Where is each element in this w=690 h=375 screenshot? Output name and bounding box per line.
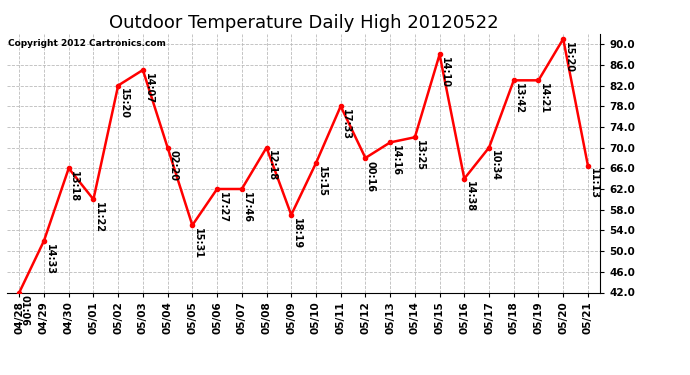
Text: 13:18: 13:18 bbox=[69, 171, 79, 202]
Text: 11:13: 11:13 bbox=[589, 168, 598, 200]
Text: 00:16: 00:16 bbox=[366, 161, 376, 192]
Text: 02:20: 02:20 bbox=[168, 150, 178, 182]
Text: 10:34: 10:34 bbox=[490, 150, 500, 182]
Text: 14:21: 14:21 bbox=[539, 83, 549, 114]
Text: 14:16: 14:16 bbox=[391, 145, 401, 176]
Text: 01:06: 01:06 bbox=[20, 295, 30, 326]
Text: 13:42: 13:42 bbox=[514, 83, 524, 114]
Text: 14:07: 14:07 bbox=[144, 73, 153, 104]
Text: 14:33: 14:33 bbox=[45, 243, 55, 274]
Text: 17:27: 17:27 bbox=[217, 192, 228, 223]
Text: 14:38: 14:38 bbox=[465, 182, 475, 213]
Text: 15:15: 15:15 bbox=[317, 166, 326, 197]
Text: 11:22: 11:22 bbox=[94, 202, 104, 233]
Text: 12:18: 12:18 bbox=[267, 150, 277, 182]
Text: 15:20: 15:20 bbox=[564, 42, 574, 73]
Text: 17:33: 17:33 bbox=[342, 109, 351, 140]
Text: 13:25: 13:25 bbox=[415, 140, 426, 171]
Text: Copyright 2012 Cartronics.com: Copyright 2012 Cartronics.com bbox=[8, 39, 166, 48]
Text: 18:19: 18:19 bbox=[292, 217, 302, 249]
Title: Outdoor Temperature Daily High 20120522: Outdoor Temperature Daily High 20120522 bbox=[109, 14, 498, 32]
Text: 15:20: 15:20 bbox=[119, 88, 129, 119]
Text: 15:31: 15:31 bbox=[193, 228, 203, 259]
Text: 17:46: 17:46 bbox=[242, 192, 253, 223]
Text: 14:10: 14:10 bbox=[440, 57, 450, 88]
